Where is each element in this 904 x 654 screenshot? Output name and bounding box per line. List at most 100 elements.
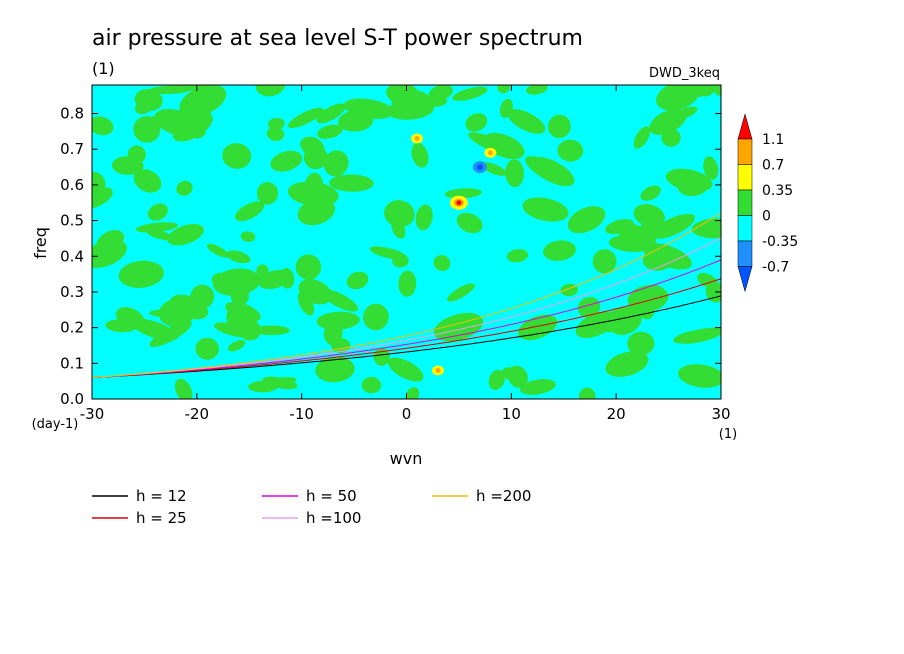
positive-region — [251, 325, 290, 336]
positive-region — [361, 376, 382, 394]
y-tick-label: 0.2 — [60, 319, 84, 337]
colorbar-label: -0.35 — [762, 234, 798, 250]
positive-region — [295, 254, 322, 280]
plot-area — [91, 84, 722, 400]
positive-region — [678, 364, 721, 388]
positive-region — [456, 212, 483, 234]
positive-region — [174, 378, 193, 399]
positive-region — [637, 214, 652, 226]
positive-region — [506, 249, 529, 263]
positive-region — [317, 124, 343, 139]
positive-region — [398, 270, 417, 297]
positive-region — [627, 331, 655, 356]
positive-region — [226, 250, 251, 264]
peak-inner — [487, 150, 493, 156]
positive-region — [300, 136, 325, 157]
colorbar-segment — [737, 240, 753, 267]
peak-inner — [414, 136, 420, 142]
legend-label: h =100 — [306, 509, 361, 527]
positive-region — [92, 187, 113, 209]
positive-region — [96, 229, 125, 253]
positive-region — [497, 85, 510, 94]
positive-region — [526, 85, 548, 95]
y-tick-label: 0.7 — [60, 140, 84, 158]
positive-region — [266, 126, 285, 142]
positive-region — [507, 365, 528, 388]
x-tick-label: -10 — [289, 405, 314, 423]
positive-region — [416, 95, 448, 108]
dispersion-curves — [92, 212, 721, 379]
colorbar-label: 0.7 — [762, 158, 784, 174]
positive-region — [452, 86, 488, 101]
positive-region — [315, 356, 355, 383]
positive-region — [316, 103, 346, 124]
positive-region — [172, 112, 213, 142]
positive-region — [468, 132, 515, 156]
positive-region — [346, 271, 369, 290]
y-tick-label: 0.8 — [60, 105, 84, 123]
positive-region — [369, 246, 408, 260]
positive-region — [499, 98, 513, 118]
legend: h = 12 h = 25 h = 50 h =100 h =200 — [92, 487, 531, 527]
positive-region — [206, 243, 229, 258]
positive-region — [557, 139, 584, 162]
chart-subtitle: (1) — [92, 59, 115, 78]
positive-region — [248, 380, 278, 393]
colorbar-segment — [737, 189, 753, 216]
x-tick-label: 30 — [711, 405, 730, 423]
x-tick-label: -30 — [80, 405, 105, 423]
positive-region — [547, 114, 571, 139]
positive-region — [578, 387, 596, 399]
positive-region — [575, 311, 617, 339]
colorbar: 1.1 0.7 0.35 0 -0.35 -0.7 — [737, 113, 798, 293]
dispersion-curve — [92, 295, 721, 379]
positive-region — [214, 322, 253, 338]
positive-region — [519, 379, 556, 395]
x-axis: -30 -20 -10 0 10 20 30 — [80, 85, 731, 423]
positive-region — [633, 126, 651, 149]
colorbar-segment — [737, 164, 753, 191]
x-axis-title: wvn — [390, 449, 423, 468]
positive-region — [543, 240, 576, 261]
y-axis-title: freq — [31, 227, 50, 259]
positive-region — [147, 203, 168, 221]
dispersion-curve — [92, 278, 721, 379]
positive-region — [234, 201, 265, 222]
positive-region — [225, 301, 261, 322]
positive-region — [167, 315, 193, 327]
positive-region — [190, 284, 215, 309]
positive-region — [323, 321, 343, 346]
positive-region — [244, 274, 263, 285]
positive-region — [605, 351, 649, 377]
positive-region — [167, 224, 204, 246]
positive-region — [363, 303, 389, 331]
x-unit-label: (1) — [719, 427, 737, 442]
positive-region — [118, 260, 165, 288]
dispersion-curve — [92, 259, 721, 379]
field-peaks — [410, 133, 497, 376]
legend-label: h = 12 — [136, 487, 187, 505]
positive-region — [222, 143, 252, 169]
positive-region — [481, 162, 507, 176]
colorbar-segment — [737, 215, 753, 242]
colorbar-arrow-bottom — [737, 266, 753, 293]
y-tick-label: 0.4 — [60, 247, 84, 265]
positive-region — [488, 369, 505, 390]
y-tick-label: 0.0 — [60, 390, 84, 408]
positive-region — [297, 198, 336, 226]
positive-region — [267, 117, 285, 130]
dispersion-curve — [92, 212, 721, 379]
colorbar-label: -0.7 — [762, 260, 789, 276]
positive-region — [614, 221, 657, 249]
positive-region — [195, 337, 219, 360]
positive-region — [270, 150, 303, 172]
positive-region — [592, 249, 617, 274]
dispersion-curve — [92, 237, 721, 379]
colorbar-label: 0.35 — [762, 183, 793, 199]
positive-region — [127, 145, 146, 164]
positive-region — [240, 231, 256, 242]
y-tick-label: 0.6 — [60, 176, 84, 194]
positive-region — [133, 169, 162, 193]
positive-region — [703, 156, 719, 180]
